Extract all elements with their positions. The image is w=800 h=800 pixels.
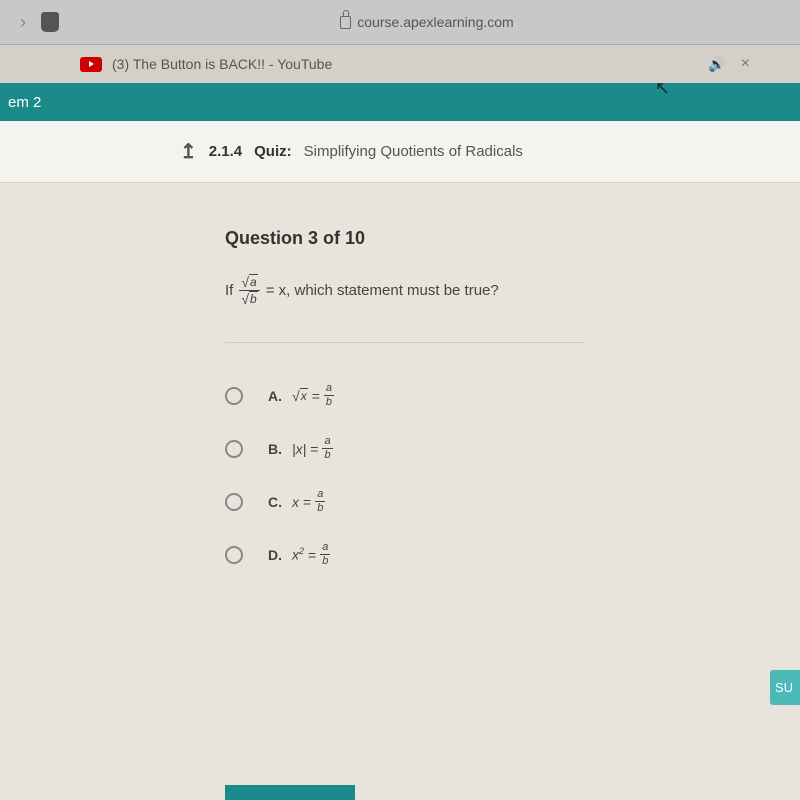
quiz-header: ↥ 2.1.4 Quiz: Simplifying Quotients of R… <box>0 121 800 183</box>
nav-forward-chevron[interactable]: › <box>20 12 26 33</box>
question-content: Question 3 of 10 If √a √b = x, which sta… <box>0 183 800 567</box>
url-display[interactable]: course.apexlearning.com <box>74 14 780 30</box>
back-arrow-icon[interactable]: ↥ <box>180 139 197 164</box>
divider <box>225 342 585 343</box>
option-d[interactable]: D. x2 = ab <box>225 542 800 567</box>
lock-icon <box>340 16 351 29</box>
option-label: C. <box>268 494 282 510</box>
privacy-shield-icon[interactable] <box>41 12 59 32</box>
quiz-type: Quiz: <box>254 143 292 160</box>
question-heading: Question 3 of 10 <box>225 228 800 249</box>
submit-button[interactable]: SU <box>770 670 800 705</box>
speaker-icon[interactable]: 🔊 <box>708 56 725 73</box>
radio-d[interactable] <box>225 546 243 564</box>
url-text: course.apexlearning.com <box>357 14 513 30</box>
youtube-icon <box>80 57 102 72</box>
browser-tab[interactable]: (3) The Button is BACK!! - YouTube 🔊 × <box>0 45 800 83</box>
option-label: A. <box>268 388 282 404</box>
option-label: D. <box>268 547 282 563</box>
cursor-icon: ↖ <box>655 78 670 99</box>
prompt-fraction: √a √b <box>239 274 259 307</box>
bottom-button[interactable] <box>225 785 355 800</box>
option-b[interactable]: B. |x| = ab <box>225 436 800 461</box>
option-a[interactable]: A. √x = ab <box>225 383 800 408</box>
radio-a[interactable] <box>225 387 243 405</box>
radio-c[interactable] <box>225 493 243 511</box>
prompt-prefix: If <box>225 282 233 299</box>
question-prompt: If √a √b = x, which statement must be tr… <box>225 274 800 307</box>
quiz-code: 2.1.4 <box>209 143 242 160</box>
browser-address-bar: › course.apexlearning.com <box>0 0 800 45</box>
close-icon[interactable]: × <box>741 55 750 73</box>
option-label: B. <box>268 441 282 457</box>
radio-b[interactable] <box>225 440 243 458</box>
quiz-title: Simplifying Quotients of Radicals <box>304 143 523 160</box>
nav-item[interactable]: em 2 <box>8 94 41 111</box>
option-c[interactable]: C. x = ab <box>225 489 800 514</box>
app-navbar: em 2 <box>0 83 800 121</box>
prompt-suffix: = x, which statement must be true? <box>266 282 499 299</box>
tab-title: (3) The Button is BACK!! - YouTube <box>112 56 332 72</box>
tab-controls: 🔊 × <box>708 55 750 73</box>
